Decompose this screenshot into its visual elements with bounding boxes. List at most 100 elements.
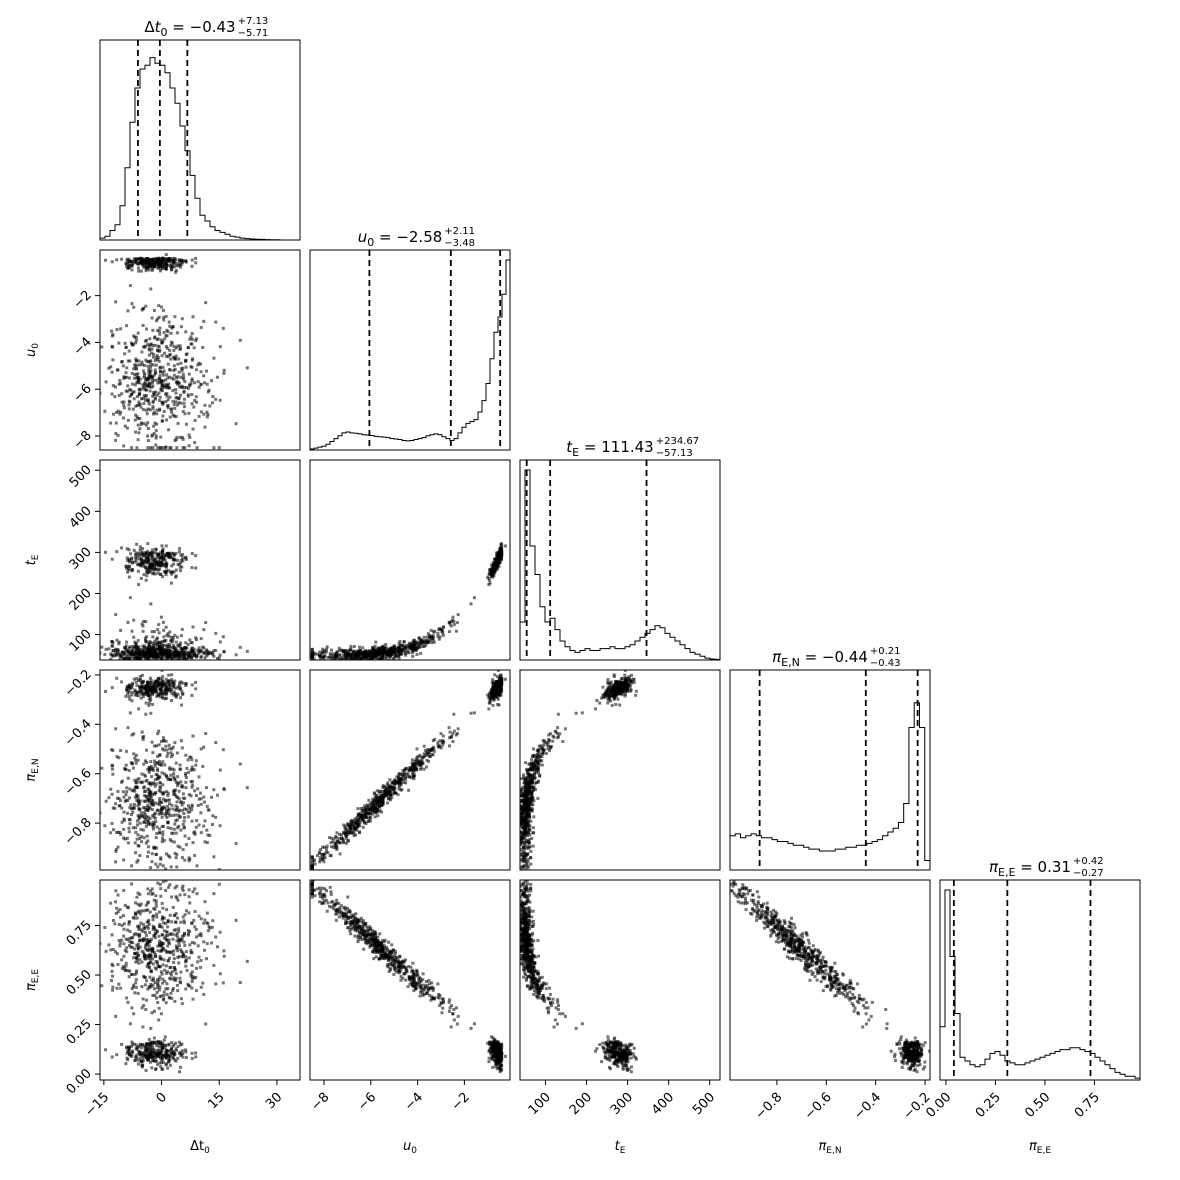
sample-point <box>160 771 164 775</box>
sample-point <box>158 683 162 687</box>
sample-point <box>155 408 159 412</box>
sample-point <box>168 802 172 806</box>
sample-point <box>368 819 372 823</box>
sample-point <box>390 786 394 790</box>
sample-point <box>452 729 456 733</box>
sample-point <box>178 763 182 767</box>
sample-point <box>180 689 184 693</box>
sample-point <box>349 831 353 835</box>
sample-point <box>138 381 142 385</box>
sample-point <box>137 269 141 273</box>
sample-point <box>202 651 206 655</box>
sample-point <box>131 810 135 814</box>
sample-point <box>612 673 616 677</box>
sample-point <box>493 688 497 692</box>
sample-point <box>376 803 380 807</box>
sample-point <box>157 827 161 831</box>
sample-point <box>160 649 164 653</box>
sample-point <box>494 562 498 566</box>
sample-point <box>136 266 140 270</box>
sample-point <box>137 645 141 649</box>
sample-point <box>193 853 197 857</box>
sample-point <box>127 263 131 267</box>
sample-point <box>178 815 182 819</box>
sample-point <box>151 681 155 685</box>
sample-point <box>150 740 154 744</box>
sample-point <box>187 433 191 437</box>
sample-point <box>146 570 150 574</box>
sample-point <box>409 765 413 769</box>
sample-point <box>188 436 192 440</box>
sample-point <box>114 847 118 851</box>
sample-point <box>114 421 118 425</box>
sample-point <box>157 552 161 556</box>
sample-point <box>166 777 170 781</box>
sample-point <box>331 652 335 656</box>
sample-point <box>338 649 342 653</box>
sample-point <box>136 691 140 695</box>
sample-point <box>140 350 144 354</box>
sample-point <box>217 446 221 450</box>
sample-point <box>337 657 341 660</box>
sample-point <box>107 647 111 651</box>
sample-point <box>146 382 150 386</box>
sample-point <box>124 694 128 698</box>
sample-point <box>173 633 177 637</box>
sample-point <box>170 635 174 639</box>
sample-point <box>165 334 169 338</box>
sample-point <box>177 686 181 690</box>
sample-point <box>100 766 104 770</box>
sample-point <box>180 785 184 789</box>
sample-point <box>169 581 173 585</box>
sample-point <box>424 765 428 769</box>
sample-point <box>151 654 155 658</box>
sample-point <box>207 808 211 812</box>
sample-point <box>408 646 412 650</box>
sample-point <box>131 690 135 694</box>
sample-point <box>120 820 124 824</box>
sample-point <box>151 407 155 411</box>
sample-point <box>379 655 383 659</box>
sample-point <box>179 780 183 784</box>
sample-point <box>152 559 156 563</box>
sample-point <box>163 683 167 687</box>
sample-point <box>327 655 331 659</box>
sample-point <box>128 806 132 810</box>
sample-point <box>134 851 138 855</box>
sample-point <box>407 788 411 792</box>
sample-point <box>371 645 375 649</box>
sample-point <box>100 811 102 815</box>
sample-point <box>127 826 131 830</box>
sample-point <box>127 818 131 822</box>
sample-point <box>396 654 400 658</box>
sample-point <box>148 360 152 364</box>
sample-point <box>405 649 409 653</box>
sample-point <box>139 834 143 838</box>
sample-point <box>134 680 138 684</box>
sample-point <box>135 860 139 864</box>
sample-point <box>199 654 203 658</box>
sample-point <box>375 800 379 804</box>
sample-point <box>121 364 125 368</box>
sample-point <box>408 645 412 649</box>
sample-point <box>129 803 133 807</box>
sample-point <box>433 737 437 741</box>
sample-point <box>411 654 415 658</box>
sample-point <box>329 653 333 657</box>
sample-point <box>438 744 442 748</box>
sample-point <box>118 657 122 660</box>
sample-point <box>174 270 178 274</box>
sample-point <box>156 349 160 353</box>
sample-point <box>190 805 194 809</box>
sample-point <box>158 374 162 378</box>
sample-point <box>147 353 151 357</box>
sample-point <box>136 819 140 823</box>
sample-point <box>158 395 162 399</box>
sample-point <box>155 422 159 426</box>
sample-point <box>155 679 159 683</box>
sample-point <box>311 871 314 874</box>
sample-point <box>386 789 390 793</box>
sample-point <box>161 696 165 700</box>
sample-point <box>364 653 368 657</box>
sample-point <box>149 369 153 373</box>
